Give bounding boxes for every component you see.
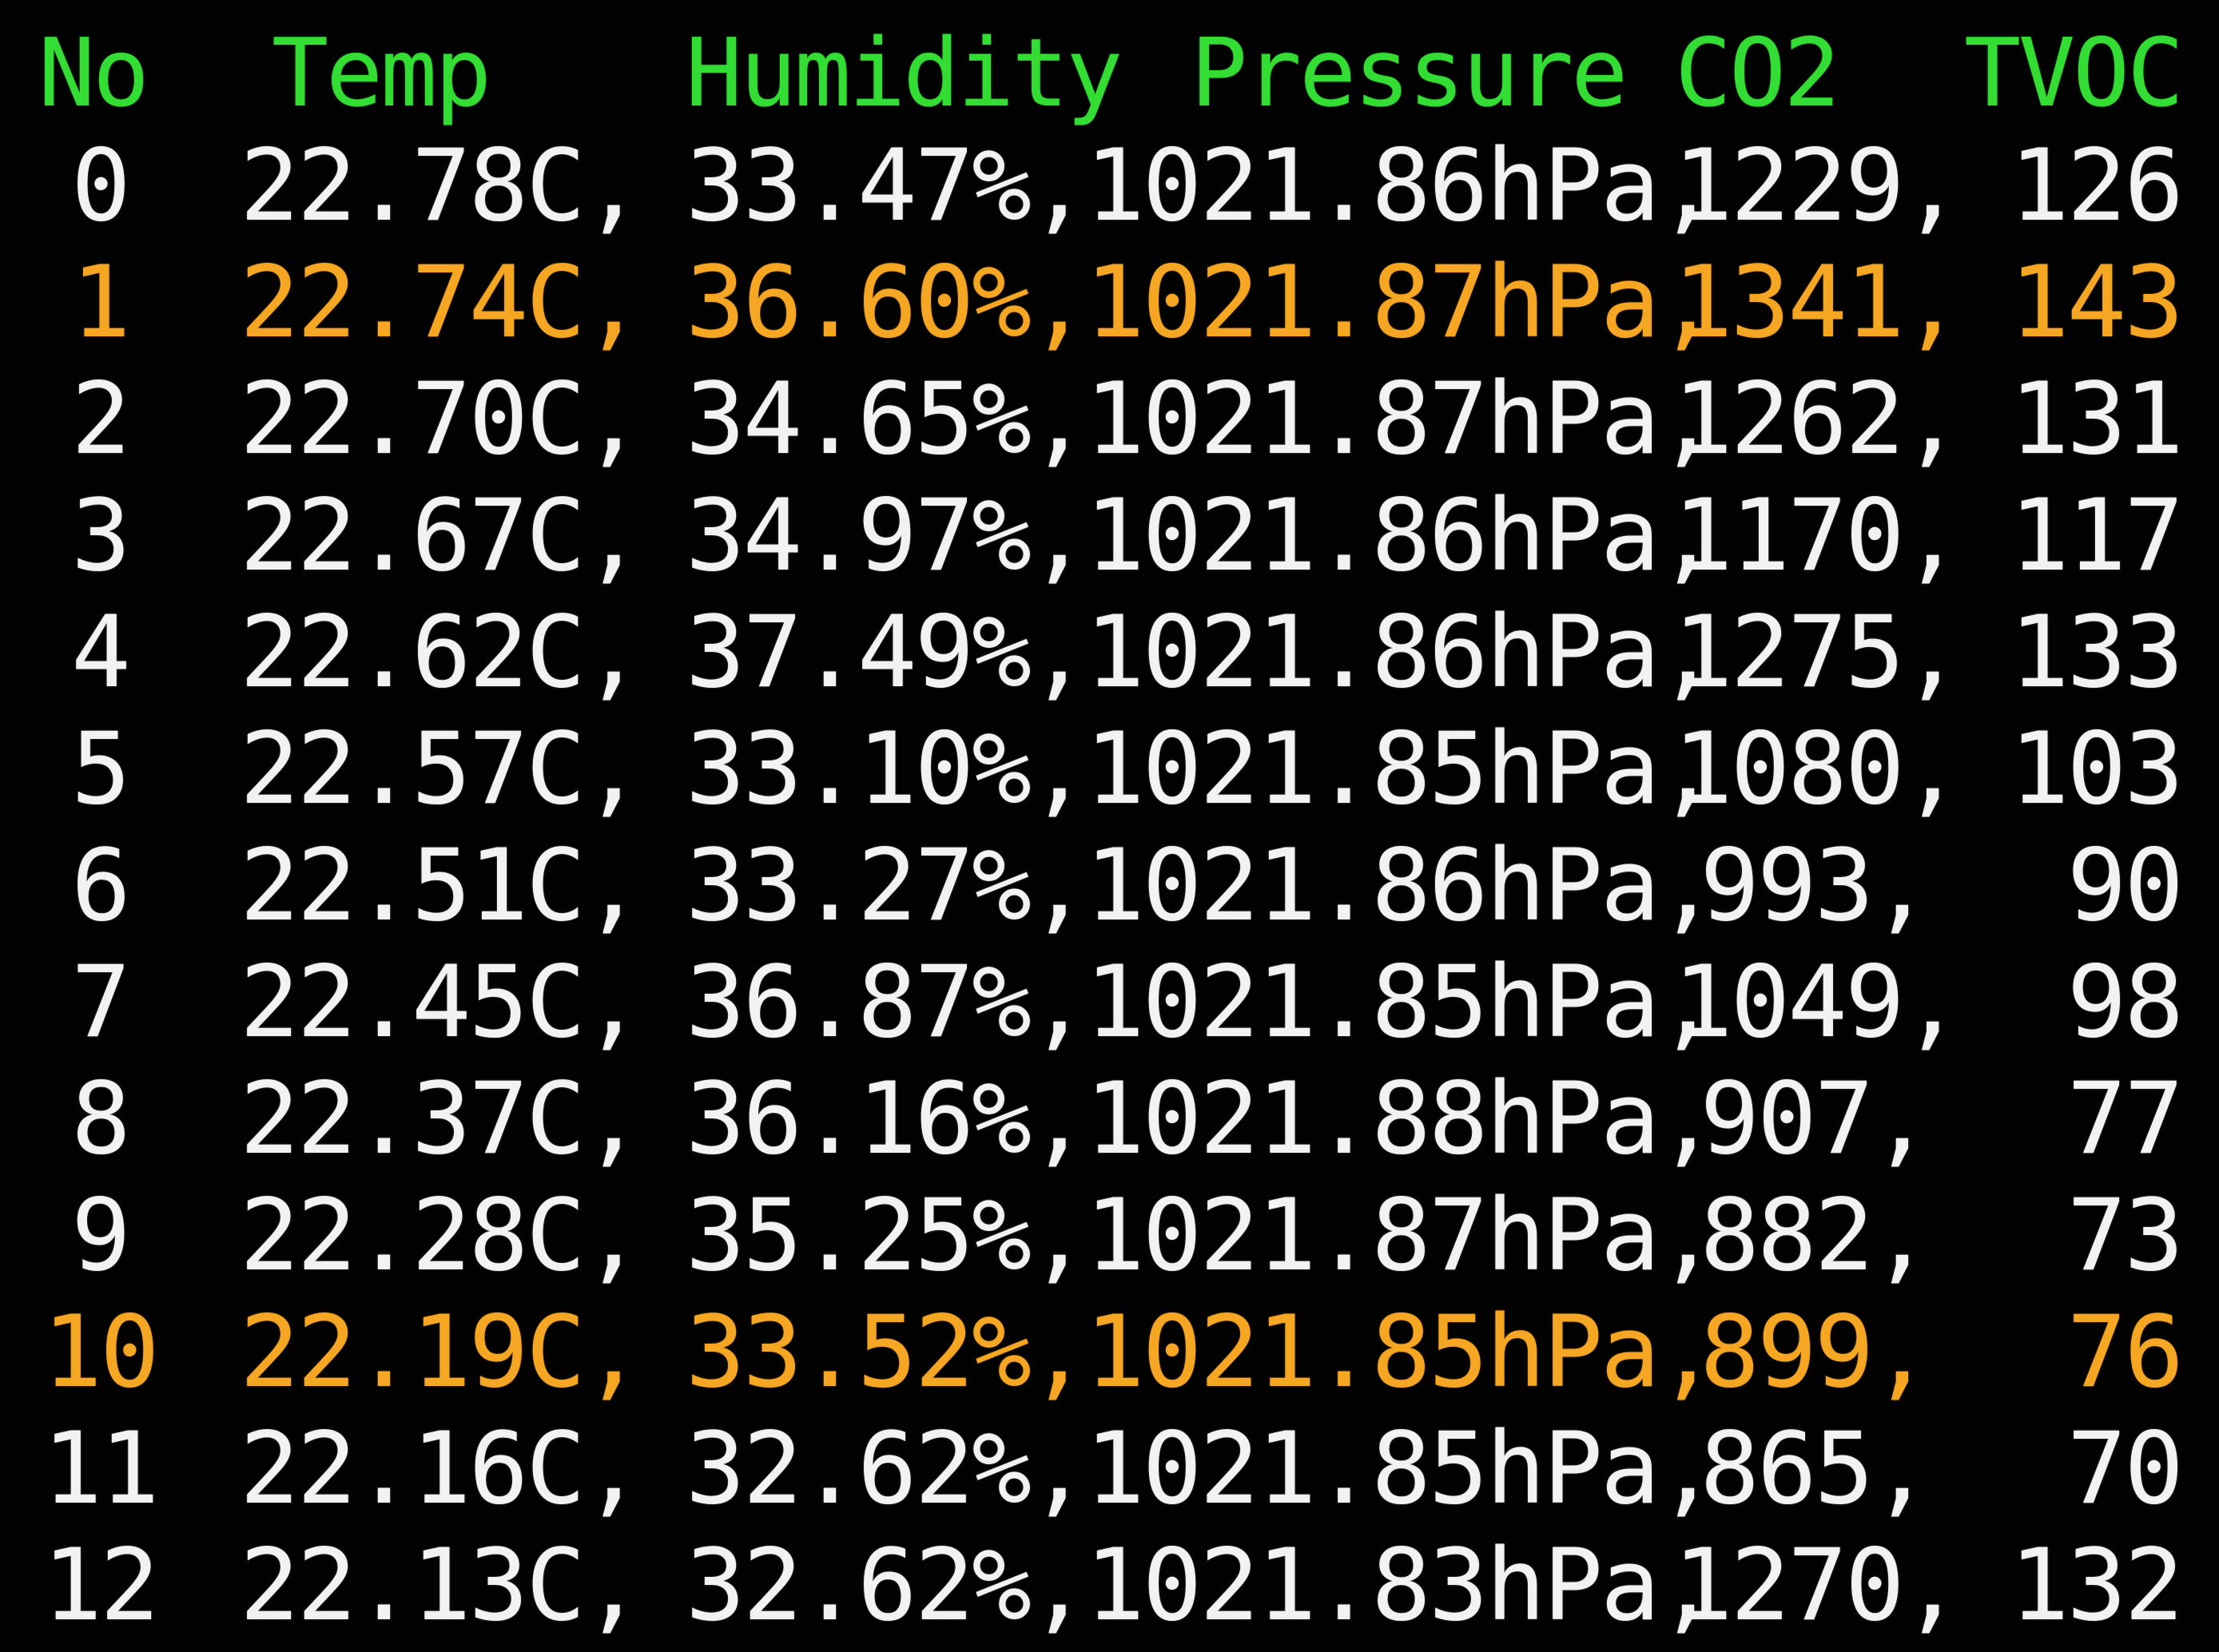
cell-tvoc: 90 [2066, 828, 2184, 943]
cell-pressure: 1021.87hPa, [1085, 1178, 1717, 1293]
cell-tvoc: 132 [2010, 1528, 2184, 1643]
cell-tvoc: 76 [2066, 1295, 2184, 1410]
cell-no: 3 [71, 479, 131, 594]
header-no: No [38, 18, 149, 128]
cell-no: 10 [42, 1295, 159, 1410]
cell-pressure: 1021.85hPa, [1085, 1412, 1717, 1527]
cell-pressure: 1021.85hPa, [1085, 1295, 1717, 1410]
table-row: 8 22.37C, 36.16%, 1021.88hPa, 907, 77 [0, 1061, 2219, 1177]
cell-no: 1 [71, 245, 131, 360]
cell-humidity: 33.27%, [686, 828, 1089, 943]
cell-co2: 1170, [1673, 479, 1962, 594]
cell-no: 7 [71, 945, 131, 1060]
table-row: 10 22.19C, 33.52%, 1021.85hPa, 899, 76 [0, 1294, 2219, 1411]
cell-humidity: 34.97%, [686, 479, 1089, 594]
cell-temp: 22.37C, [240, 1062, 643, 1177]
cell-co2: 882, [1700, 1178, 1931, 1293]
cell-co2: 993, [1700, 828, 1931, 943]
cell-no: 2 [71, 362, 131, 477]
cell-temp: 22.28C, [240, 1178, 643, 1293]
cell-tvoc: 77 [2066, 1062, 2184, 1177]
cell-temp: 22.70C, [240, 362, 643, 477]
cell-humidity: 33.52%, [686, 1295, 1089, 1410]
cell-co2: 1080, [1673, 712, 1962, 827]
cell-co2: 1262, [1673, 362, 1962, 477]
cell-humidity: 32.62%, [686, 1412, 1089, 1527]
cell-tvoc: 143 [2010, 245, 2184, 360]
header-row: No Temp Humidity Pressure CO2 TVOC [0, 14, 2219, 131]
cell-tvoc: 133 [2010, 595, 2184, 710]
cell-humidity: 37.49%, [686, 595, 1089, 710]
cell-temp: 22.74C, [240, 245, 643, 360]
cell-no: 6 [71, 828, 131, 943]
cell-temp: 22.78C, [240, 129, 643, 244]
table-row: 4 22.62C, 37.49%, 1021.86hPa, 1275, 133 [0, 594, 2219, 711]
cell-pressure: 1021.88hPa, [1085, 1062, 1717, 1177]
cell-no: 5 [71, 712, 131, 827]
cell-pressure: 1021.85hPa, [1085, 712, 1717, 827]
cell-co2: 1270, [1673, 1528, 1962, 1643]
table-row: 3 22.67C, 34.97%, 1021.86hPa, 1170, 117 [0, 478, 2219, 594]
cell-temp: 22.57C, [240, 712, 643, 827]
table-row: 5 22.57C, 33.10%, 1021.85hPa, 1080, 103 [0, 711, 2219, 828]
cell-co2: 1049, [1673, 945, 1962, 1060]
cell-humidity: 36.16%, [686, 1062, 1089, 1177]
cell-no: 0 [71, 129, 131, 244]
cell-humidity: 35.25%, [686, 1178, 1089, 1293]
table-row: 1 22.74C, 36.60%, 1021.87hPa, 1341, 143 [0, 244, 2219, 361]
cell-tvoc: 70 [2066, 1412, 2184, 1527]
cell-tvoc: 98 [2066, 945, 2184, 1060]
table-row: 0 22.78C, 33.47%, 1021.86hPa, 1229, 126 [0, 128, 2219, 244]
cell-pressure: 1021.86hPa, [1085, 595, 1717, 710]
table-row: 7 22.45C, 36.87%, 1021.85hPa, 1049, 98 [0, 944, 2219, 1061]
cell-no: 4 [71, 595, 131, 710]
table-row: 6 22.51C, 33.27%, 1021.86hPa, 993, 90 [0, 828, 2219, 944]
table-row: 9 22.28C, 35.25%, 1021.87hPa, 882, 73 [0, 1177, 2219, 1294]
cell-temp: 22.62C, [240, 595, 643, 710]
header-humidity: Humidity [686, 18, 1123, 128]
cell-tvoc: 131 [2010, 362, 2184, 477]
cell-humidity: 34.65%, [686, 362, 1089, 477]
cell-humidity: 32.62%, [686, 1528, 1089, 1643]
cell-tvoc: 117 [2010, 479, 2184, 594]
cell-co2: 1275, [1673, 595, 1962, 710]
cell-tvoc: 126 [2010, 129, 2184, 244]
cell-tvoc: 73 [2066, 1178, 2184, 1293]
header-temp: Temp [272, 18, 491, 128]
table-row: 11 22.16C, 32.62%, 1021.85hPa, 865, 70 [0, 1411, 2219, 1527]
cell-pressure: 1021.87hPa, [1085, 362, 1717, 477]
cell-humidity: 36.60%, [686, 245, 1089, 360]
header-co2: CO2 [1675, 18, 1840, 128]
cell-tvoc: 103 [2010, 712, 2184, 827]
cell-pressure: 1021.83hPa, [1085, 1528, 1717, 1643]
cell-temp: 22.19C, [240, 1295, 643, 1410]
cell-no: 9 [71, 1178, 131, 1293]
cell-temp: 22.13C, [240, 1528, 643, 1643]
cell-pressure: 1021.87hPa, [1085, 245, 1717, 360]
cell-pressure: 1021.85hPa, [1085, 945, 1717, 1060]
cell-co2: 865, [1700, 1412, 1931, 1527]
table-row: 12 22.13C, 32.62%, 1021.83hPa, 1270, 132 [0, 1527, 2219, 1644]
cell-pressure: 1021.86hPa, [1085, 479, 1717, 594]
cell-temp: 22.67C, [240, 479, 643, 594]
cell-pressure: 1021.86hPa, [1085, 828, 1717, 943]
cell-no: 8 [71, 1062, 131, 1177]
cell-co2: 1229, [1673, 129, 1962, 244]
cell-temp: 22.51C, [240, 828, 643, 943]
cell-co2: 907, [1700, 1062, 1931, 1177]
cell-pressure: 1021.86hPa, [1085, 129, 1717, 244]
header-tvoc: TVOC [1964, 18, 2184, 128]
cell-co2: 899, [1700, 1295, 1931, 1410]
cell-no: 12 [42, 1528, 159, 1643]
cell-no: 11 [42, 1412, 159, 1527]
table-row: 2 22.70C, 34.65%, 1021.87hPa, 1262, 131 [0, 361, 2219, 478]
header-pressure: Pressure [1191, 18, 1628, 128]
cell-humidity: 33.47%, [686, 129, 1089, 244]
cell-co2: 1341, [1673, 245, 1962, 360]
cell-temp: 22.16C, [240, 1412, 643, 1527]
cell-humidity: 36.87%, [686, 945, 1089, 1060]
cell-temp: 22.45C, [240, 945, 643, 1060]
cell-humidity: 33.10%, [686, 712, 1089, 827]
